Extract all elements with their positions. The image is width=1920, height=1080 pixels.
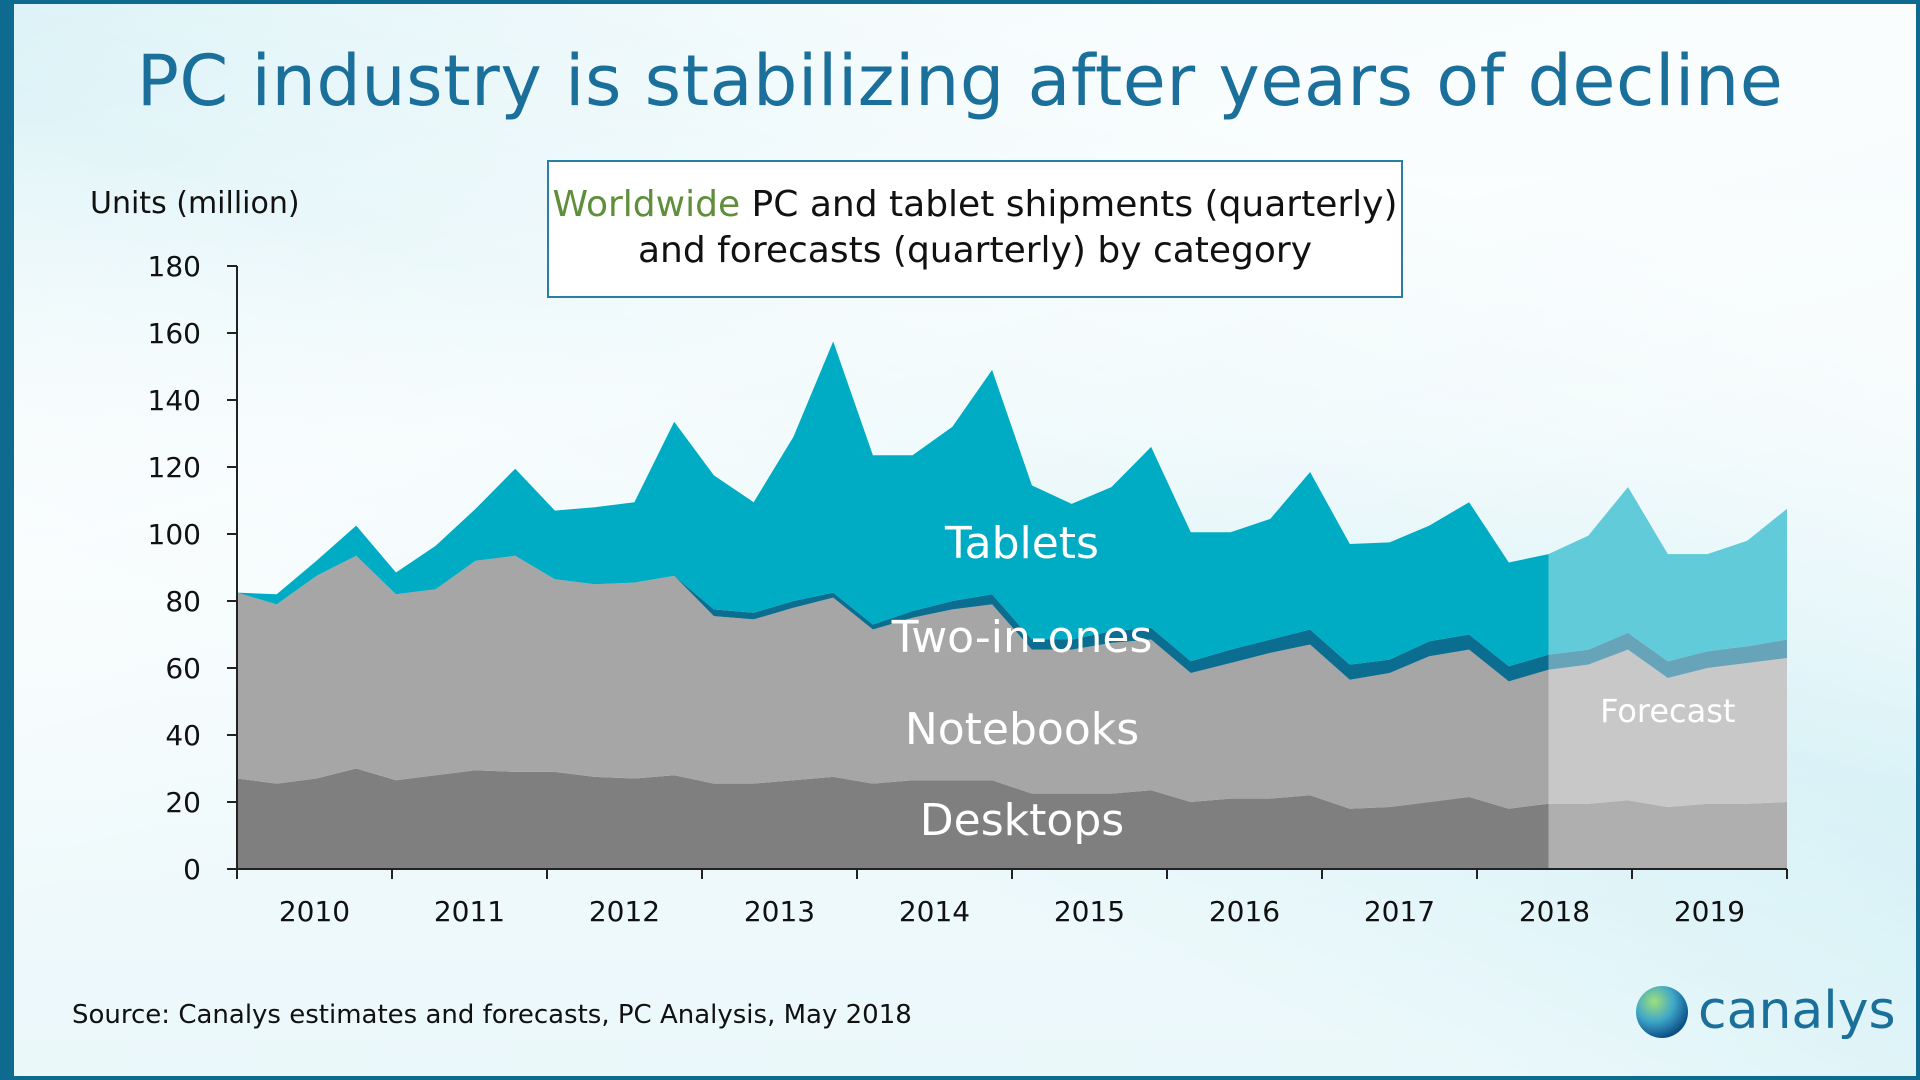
subtitle-line-2: and forecasts (quarterly) by category: [637, 230, 1313, 271]
y-tick-label: 60: [165, 652, 201, 685]
y-tick-label: 180: [148, 250, 201, 283]
y-axis-label: Units (million): [90, 186, 300, 221]
x-tick-label-2015: 2015: [1054, 895, 1125, 928]
subtitle-highlight: Worldwide: [552, 184, 741, 225]
y-tick-label: 140: [148, 384, 201, 417]
y-tick-label: 0: [183, 853, 201, 886]
area-tablets: [237, 341, 1787, 667]
x-tick-label-2013: 2013: [744, 895, 815, 928]
subtitle-line-1: Worldwide PC and tablet shipments (quart…: [549, 182, 1401, 228]
y-tick-label: 100: [148, 518, 201, 551]
chart-subtitle-box: Worldwide PC and tablet shipments (quart…: [547, 160, 1403, 298]
logo-text: canalys: [1698, 981, 1896, 1041]
y-tick-label: 160: [148, 317, 201, 350]
x-tick-label-2010: 2010: [279, 895, 350, 928]
series-label-tablets: Tablets: [944, 518, 1099, 569]
series-label-notebooks: Notebooks: [905, 704, 1139, 755]
subtitle-rest: PC and tablet shipments (quarterly): [740, 184, 1398, 225]
source-note: Source: Canalys estimates and forecasts,…: [72, 1000, 912, 1030]
x-tick-label-2012: 2012: [589, 895, 660, 928]
y-tick-label: 120: [148, 451, 201, 484]
x-tick-label-2018: 2018: [1519, 895, 1590, 928]
y-tick-label: 80: [165, 585, 201, 618]
forecast-overlay: [1548, 487, 1787, 869]
area-two_in_ones: [237, 555, 1787, 682]
slide-title: PC industry is stabilizing after years o…: [136, 40, 1784, 122]
y-tick-label: 40: [165, 719, 201, 752]
x-tick-label-2016: 2016: [1209, 895, 1280, 928]
forecast-label: Forecast: [1600, 692, 1735, 730]
x-tick-label-2011: 2011: [434, 895, 505, 928]
bottom-border: [0, 1076, 1920, 1080]
globe-icon: [1636, 986, 1688, 1038]
top-border: [0, 0, 1920, 4]
x-tick-label-2017: 2017: [1364, 895, 1435, 928]
x-tick-label-2019: 2019: [1674, 895, 1745, 928]
series-label-two_in_ones: Two-in-ones: [891, 612, 1153, 663]
canalys-logo: canalys: [1636, 980, 1906, 1042]
series-label-desktops: Desktops: [920, 795, 1124, 846]
right-border: [1916, 0, 1920, 1080]
left-border: [0, 0, 14, 1080]
area-notebooks: [237, 555, 1787, 809]
area-desktops: [237, 768, 1787, 869]
y-tick-label: 20: [165, 786, 201, 819]
x-tick-label-2014: 2014: [899, 895, 970, 928]
